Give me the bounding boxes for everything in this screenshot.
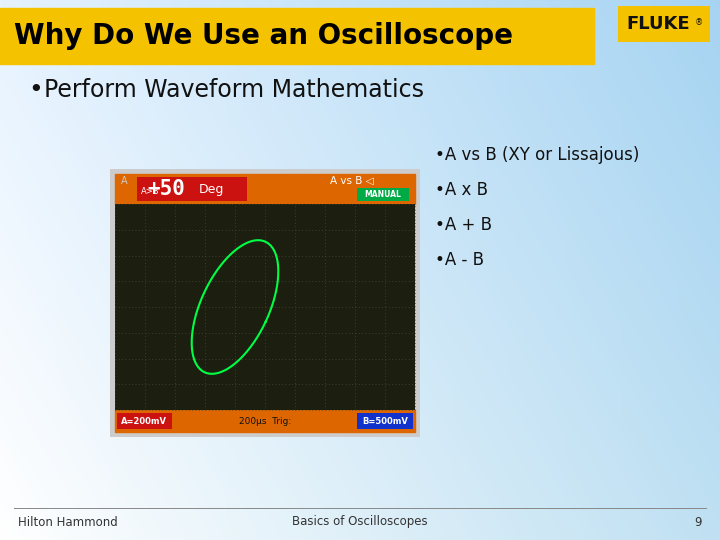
Text: A: A [121, 176, 127, 186]
Bar [618, 6, 710, 42]
Text: A>B: A>B [141, 187, 160, 196]
Text: Perform Waveform Mathematics: Perform Waveform Mathematics [44, 78, 424, 102]
Text: ®: ® [695, 18, 703, 26]
Bar [117, 413, 172, 429]
Bar [115, 204, 415, 410]
Bar [0, 8, 594, 64]
Text: A vs B ◁: A vs B ◁ [330, 176, 374, 186]
Text: •A - B: •A - B [435, 251, 484, 269]
Text: Deg: Deg [199, 183, 225, 195]
Text: Why Do We Use an Oscilloscope: Why Do We Use an Oscilloscope [14, 22, 513, 50]
Text: FLUKE: FLUKE [626, 15, 690, 33]
Text: •A + B: •A + B [435, 216, 492, 234]
Bar [137, 177, 247, 201]
Text: Basics of Oscilloscopes: Basics of Oscilloscopes [292, 516, 428, 529]
Text: Hilton Hammond: Hilton Hammond [18, 516, 118, 529]
Bar [357, 188, 409, 201]
Text: •: • [28, 78, 42, 102]
Text: •A vs B (XY or Lissajous): •A vs B (XY or Lissajous) [435, 146, 639, 164]
Bar [110, 169, 420, 437]
Text: •A x B: •A x B [435, 181, 488, 199]
Bar [115, 410, 415, 432]
Bar [115, 174, 415, 204]
Text: B=500mV: B=500mV [362, 416, 408, 426]
Text: A=200mV: A=200mV [121, 416, 167, 426]
Text: 200μs  Trig:: 200μs Trig: [239, 416, 291, 426]
Text: 9: 9 [695, 516, 702, 529]
Text: +50: +50 [147, 179, 185, 199]
Text: MANUAL: MANUAL [364, 190, 402, 199]
Bar [357, 413, 413, 429]
